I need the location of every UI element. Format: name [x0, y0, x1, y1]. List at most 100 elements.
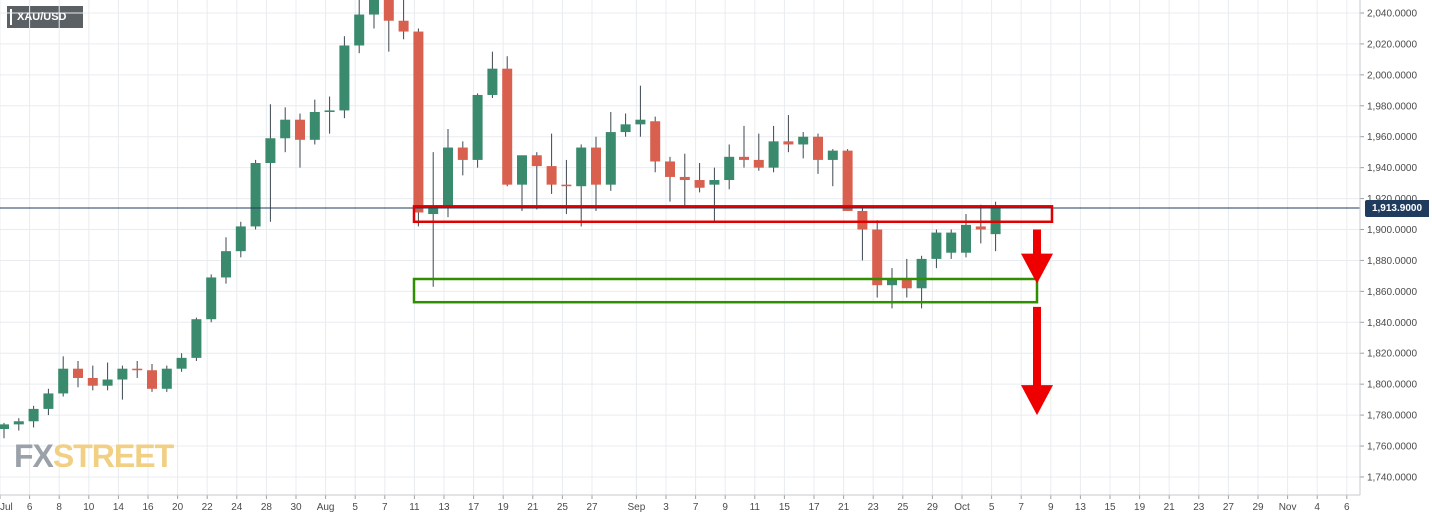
x-tick-label: 21 — [838, 502, 850, 513]
candle-body — [916, 258, 927, 289]
candle-body — [517, 155, 527, 185]
x-tick-label: Aug — [317, 502, 335, 513]
grid-layer — [0, 0, 1360, 495]
y-tick-label: 2,000.0000 — [1367, 70, 1417, 81]
candle-body — [309, 111, 320, 140]
candle-body — [295, 119, 305, 140]
candle-body — [443, 147, 453, 207]
candle-body — [191, 319, 202, 358]
x-tick-label: 14 — [113, 502, 125, 513]
candle-body — [857, 210, 868, 230]
candle-body — [280, 119, 291, 139]
candle-body — [117, 368, 128, 380]
x-tick-label: 29 — [927, 502, 939, 513]
x-tick-label: 3 — [663, 502, 669, 513]
candle-body — [650, 121, 661, 162]
x-tick-label: 23 — [1193, 502, 1205, 513]
candle-body — [472, 94, 483, 160]
candle-body — [428, 206, 439, 215]
y-tick-label: 1,900.0000 — [1367, 225, 1417, 236]
candle-body — [635, 119, 646, 125]
y-tick-label: 1,980.0000 — [1367, 101, 1417, 112]
candle-body — [487, 68, 498, 95]
candle-body — [739, 156, 749, 160]
candle-body — [73, 368, 83, 378]
y-tick-label: 1,920.0000 — [1367, 194, 1417, 205]
current-price-text: 1,913.9000 — [1371, 203, 1423, 214]
candle-body — [783, 141, 794, 145]
x-tick-label: 8 — [56, 502, 62, 513]
y-tick-label: 2,020.0000 — [1367, 39, 1417, 50]
x-tick-label: 21 — [527, 502, 539, 513]
candle-body — [235, 226, 246, 252]
down-arrow-1-head — [1021, 253, 1053, 284]
candle-body — [975, 226, 986, 230]
x-tick-label: 9 — [1048, 502, 1054, 513]
x-tick-label: Oct — [954, 502, 970, 513]
candle-body — [872, 229, 883, 286]
candle-body — [324, 110, 335, 112]
x-tick-label: Nov — [1279, 502, 1297, 513]
x-tick-label: 6 — [1344, 502, 1350, 513]
x-tick-label: 30 — [290, 502, 302, 513]
candle-body — [58, 368, 69, 394]
candle-body — [13, 421, 24, 425]
badge-accent-bar — [10, 9, 12, 25]
x-tick-label: 7 — [693, 502, 699, 513]
candle-body — [161, 368, 172, 389]
candle-body — [591, 147, 601, 185]
x-tick-label: 22 — [202, 502, 214, 513]
x-tick-label: 23 — [868, 502, 880, 513]
y-tick-label: 1,820.0000 — [1367, 349, 1417, 360]
candle-body — [43, 393, 54, 409]
x-tick-label: 25 — [897, 502, 909, 513]
x-tick-label: 20 — [172, 502, 184, 513]
candle-body — [887, 278, 897, 286]
x-tick-label: 7 — [1018, 502, 1024, 513]
y-tick-label: 1,780.0000 — [1367, 411, 1417, 422]
candle-body — [961, 224, 971, 253]
x-tick-label: 11 — [750, 502, 761, 513]
candle-body — [132, 368, 143, 371]
x-tick-label: 27 — [586, 502, 598, 513]
candle-body — [369, 0, 379, 15]
candle-body — [250, 163, 261, 227]
candle-body — [502, 68, 513, 185]
support-zone-box — [412, 277, 1039, 304]
candle-body — [413, 31, 424, 213]
current-price-label: 1,913.9000 — [1365, 200, 1429, 217]
candle-body — [842, 150, 853, 211]
x-tick-label: 13 — [1075, 502, 1087, 513]
x-tick-label: 15 — [779, 502, 791, 513]
candle-layer — [0, 0, 1001, 439]
candle-body — [931, 232, 942, 259]
candle-body — [457, 147, 468, 160]
candle-body — [827, 150, 838, 160]
x-tick-label: 29 — [1252, 502, 1264, 513]
x-tick-label: 19 — [1134, 502, 1146, 513]
candle-body — [398, 20, 409, 32]
candle-body — [768, 141, 779, 168]
x-tick-label: 19 — [498, 502, 510, 513]
x-tick-label: 13 — [438, 502, 450, 513]
x-tick-label: Sep — [628, 502, 646, 513]
candle-body — [265, 138, 276, 164]
candle-body — [383, 0, 394, 21]
candle-body — [28, 408, 39, 422]
y-tick-label: 1,760.0000 — [1367, 442, 1417, 453]
x-tick-label: 7 — [382, 502, 388, 513]
down-arrow-2-head — [1021, 385, 1053, 416]
candle-body — [531, 155, 542, 167]
candle-body — [679, 176, 690, 181]
candle-body — [724, 156, 735, 181]
x-tick-label: 27 — [1223, 502, 1235, 513]
candle-body — [620, 124, 631, 133]
y-tick-label: 1,940.0000 — [1367, 163, 1417, 174]
y-tick-label: 1,740.0000 — [1367, 472, 1417, 483]
x-tick-label: 24 — [231, 502, 243, 513]
candle-body — [221, 251, 231, 278]
x-tick-label: 17 — [468, 502, 480, 513]
x-tick-label: 6 — [27, 502, 33, 513]
x-tick-label: 10 — [83, 502, 95, 513]
